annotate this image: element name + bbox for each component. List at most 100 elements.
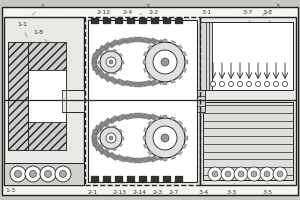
Bar [175, 125, 182, 134]
Bar [94, 142, 101, 151]
Bar [125, 156, 134, 163]
Bar [154, 79, 159, 84]
Bar [163, 18, 171, 24]
Bar [92, 62, 98, 71]
Text: 1-8: 1-8 [33, 29, 48, 43]
Text: 2-3: 2-3 [153, 183, 163, 194]
Bar [8, 42, 66, 70]
Bar [62, 90, 84, 112]
Bar [154, 155, 159, 160]
Bar [151, 18, 159, 24]
Text: 2-1: 2-1 [88, 183, 98, 194]
Bar [109, 76, 118, 85]
Circle shape [277, 171, 283, 177]
Bar [182, 144, 187, 148]
Circle shape [264, 171, 270, 177]
Bar [203, 102, 293, 180]
Bar [109, 115, 118, 124]
Bar [163, 82, 167, 84]
Circle shape [283, 82, 287, 86]
Bar [8, 42, 28, 150]
Circle shape [234, 167, 248, 181]
Bar [150, 38, 160, 46]
Bar [102, 73, 112, 82]
Bar [184, 60, 188, 64]
Bar [177, 74, 182, 79]
Bar [103, 176, 111, 182]
Bar [170, 146, 179, 155]
Bar [175, 18, 183, 24]
Bar [102, 42, 112, 51]
Bar [154, 116, 159, 121]
Bar [178, 129, 184, 138]
Bar [158, 76, 167, 85]
Bar [116, 78, 126, 86]
Bar [91, 18, 99, 24]
Bar [177, 121, 182, 126]
Circle shape [100, 127, 122, 149]
Bar [184, 136, 188, 140]
Text: 2-7: 2-7 [169, 183, 179, 194]
Bar [177, 45, 182, 50]
Bar [127, 18, 135, 24]
Bar [116, 154, 126, 162]
Bar [113, 72, 116, 75]
Bar [94, 66, 101, 75]
Circle shape [208, 167, 222, 181]
Bar [142, 80, 151, 87]
Bar [122, 136, 124, 140]
Bar [150, 114, 160, 122]
Bar [113, 148, 116, 151]
Circle shape [59, 170, 67, 178]
Bar [158, 39, 167, 48]
Circle shape [145, 42, 185, 82]
Bar [164, 73, 174, 82]
Text: 3-2: 3-2 [263, 9, 273, 22]
Circle shape [109, 136, 113, 140]
Bar [106, 72, 109, 75]
Circle shape [225, 171, 231, 177]
Circle shape [238, 82, 242, 86]
Text: 1-3: 1-3 [5, 183, 20, 192]
Bar [134, 113, 142, 118]
Bar [164, 42, 174, 51]
Circle shape [109, 60, 113, 64]
Text: 2-13: 2-13 [113, 183, 127, 194]
Circle shape [251, 171, 257, 177]
Text: 2-2: 2-2 [149, 9, 159, 18]
Bar [143, 52, 148, 56]
Circle shape [211, 82, 215, 86]
Circle shape [25, 166, 41, 182]
Bar [142, 60, 146, 64]
Bar [139, 18, 147, 24]
Circle shape [260, 167, 274, 181]
Bar [97, 121, 106, 130]
Bar [98, 137, 100, 140]
Bar [134, 37, 142, 42]
Text: 3-4: 3-4 [199, 183, 209, 194]
Bar [115, 176, 123, 182]
Bar [119, 129, 122, 133]
Bar [4, 17, 84, 185]
Bar [92, 53, 98, 62]
Bar [175, 176, 183, 182]
Bar [102, 149, 112, 158]
Circle shape [247, 167, 261, 181]
Bar [103, 18, 111, 24]
Bar [158, 152, 167, 161]
Text: 3-1: 3-1 [202, 9, 212, 18]
Bar [94, 125, 101, 134]
Circle shape [273, 167, 287, 181]
Bar [179, 58, 184, 66]
Bar [178, 53, 184, 62]
Bar [150, 154, 160, 162]
Circle shape [40, 166, 56, 182]
Bar [150, 78, 160, 86]
Circle shape [212, 171, 218, 177]
Bar [92, 129, 98, 138]
Circle shape [145, 118, 185, 158]
Circle shape [100, 51, 122, 73]
Bar [171, 40, 176, 45]
Bar [142, 37, 151, 44]
Bar [119, 53, 122, 57]
